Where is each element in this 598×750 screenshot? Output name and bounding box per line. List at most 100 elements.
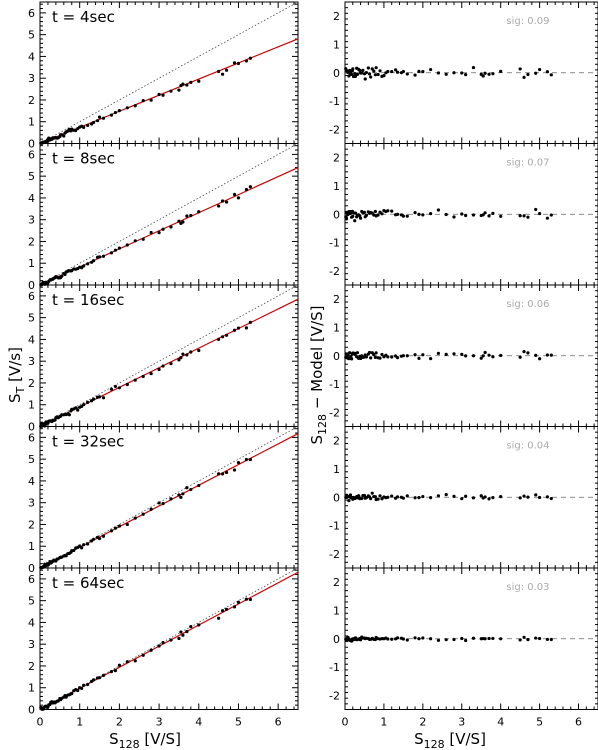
data-point xyxy=(86,542,90,546)
data-point xyxy=(189,487,193,492)
residual-point xyxy=(538,67,542,72)
residual-point xyxy=(483,71,487,75)
data-point xyxy=(157,644,161,648)
data-point xyxy=(141,374,145,379)
residual-point xyxy=(395,495,400,499)
data-point xyxy=(91,120,96,125)
y-tick-label: 2 xyxy=(28,660,35,673)
residual-point xyxy=(499,214,503,218)
residual-point xyxy=(405,354,409,358)
residual-point xyxy=(390,355,394,359)
x-tick-label: 5 xyxy=(536,716,543,729)
residual-point xyxy=(499,69,503,73)
data-point xyxy=(217,616,221,620)
residual-point xyxy=(538,636,542,641)
data-point xyxy=(141,512,145,516)
residual-point xyxy=(526,351,530,355)
residual-point xyxy=(380,352,384,357)
residual-point xyxy=(464,494,468,498)
residual-point xyxy=(481,354,485,358)
residual-point xyxy=(376,497,380,501)
data-point xyxy=(74,128,78,133)
data-point xyxy=(244,187,248,192)
y-tick-label: 3 xyxy=(28,638,35,651)
data-point xyxy=(86,262,90,266)
residual-point xyxy=(376,72,380,77)
residual-point xyxy=(386,209,390,213)
residual-point xyxy=(369,356,373,360)
residual-point xyxy=(444,72,448,76)
residual-point xyxy=(518,67,522,71)
data-point xyxy=(117,386,121,390)
y-tick-label: 0 xyxy=(28,138,35,151)
data-point xyxy=(74,406,78,410)
sigma-annotation: sig: 0.03 xyxy=(506,582,549,593)
data-point xyxy=(67,413,71,417)
data-point xyxy=(179,495,183,499)
residual-point xyxy=(395,70,400,74)
residual-point xyxy=(464,73,468,77)
residual-point xyxy=(376,213,380,217)
data-point xyxy=(157,92,161,97)
residual-point xyxy=(460,352,464,357)
residual-point xyxy=(545,216,550,220)
data-point xyxy=(56,699,60,703)
residual-point xyxy=(545,353,550,357)
residual-point xyxy=(413,211,417,215)
data-point xyxy=(177,493,181,497)
data-point xyxy=(185,214,189,218)
data-point xyxy=(141,653,145,657)
residual-point xyxy=(518,214,522,218)
left-panel-1: 0 1 2 3 4 5 6 t = 4sec xyxy=(28,1,299,151)
residual-point xyxy=(355,351,360,355)
data-point xyxy=(217,337,221,341)
data-point xyxy=(117,246,121,250)
data-point xyxy=(232,468,237,472)
data-point xyxy=(133,378,137,382)
y-tick-label: 1 xyxy=(28,682,35,695)
residual-point xyxy=(413,353,417,357)
identity-line xyxy=(39,143,299,286)
residual-point xyxy=(483,637,487,641)
residual-point xyxy=(538,357,542,361)
y-tick-label: 4 xyxy=(28,192,35,205)
y-tick-label: -1 xyxy=(329,237,340,250)
panel-title: t = 32sec xyxy=(52,433,124,451)
right-y-axis-label: S128 − Model [V/S] xyxy=(308,306,329,445)
y-tick-label: 3 xyxy=(28,72,35,85)
residual-point xyxy=(491,355,495,359)
residual-point xyxy=(549,73,553,77)
residual-point xyxy=(362,210,367,215)
y-tick-label: -2 xyxy=(329,548,340,561)
data-point xyxy=(224,607,229,611)
data-point xyxy=(181,220,185,224)
data-point xyxy=(169,638,173,642)
residual-point xyxy=(357,494,361,498)
residual-point xyxy=(444,352,448,356)
y-tick-label: 6 xyxy=(28,431,35,444)
data-point xyxy=(197,483,201,488)
residual-point xyxy=(372,69,376,73)
data-point xyxy=(113,384,118,389)
panel-title: t = 64sec xyxy=(52,574,124,592)
residual-point xyxy=(518,638,522,642)
y-tick-label: 1 xyxy=(28,540,35,553)
x-tick-label: 1 xyxy=(76,716,83,729)
residual-point xyxy=(483,495,487,499)
data-point xyxy=(109,387,114,391)
residual-point xyxy=(452,637,456,642)
y-tick-label: 1 xyxy=(333,180,340,193)
y-tick-label: 2 xyxy=(28,377,35,390)
data-point xyxy=(197,79,201,83)
residual-point xyxy=(417,356,421,360)
y-tick-label: 1 xyxy=(333,463,340,476)
data-point xyxy=(189,80,193,84)
residual-point xyxy=(347,499,351,503)
data-point xyxy=(217,472,221,476)
y-tick-label: 3 xyxy=(28,214,35,227)
residual-point xyxy=(522,494,526,498)
data-point xyxy=(91,678,96,682)
residual-point xyxy=(491,211,495,215)
data-point xyxy=(232,328,237,332)
left-panel-4: 0 1 2 3 4 5 6 t = 32sec xyxy=(28,426,299,575)
